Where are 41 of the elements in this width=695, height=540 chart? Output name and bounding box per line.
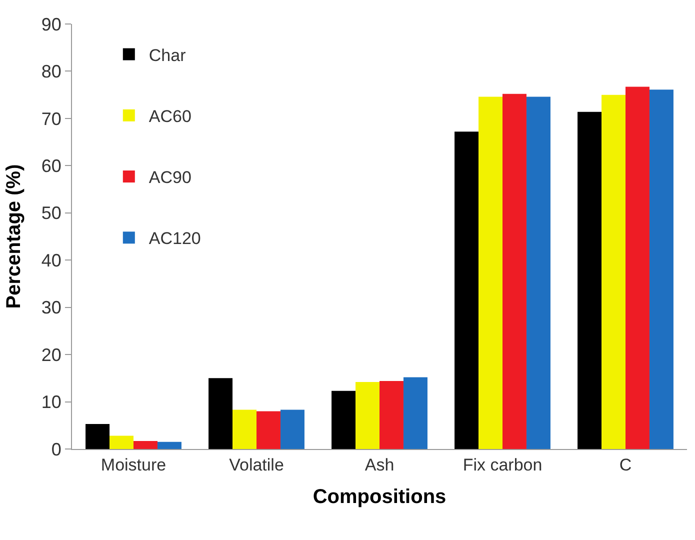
legend-label: AC60 [148, 107, 192, 126]
bar [403, 377, 428, 449]
bar [626, 86, 650, 449]
y-tick-label: 40 [41, 250, 62, 270]
legend-label: AC120 [148, 229, 201, 248]
x-tick-label: Ash [364, 455, 394, 474]
y-tick-label: 80 [41, 62, 62, 82]
y-tick-label: 70 [41, 108, 62, 129]
x-axis-title: Compositions [312, 486, 446, 508]
x-tick-label: Volatile [229, 455, 284, 474]
x-tick-label: C [619, 455, 632, 474]
bar [86, 424, 110, 449]
x-tick-label: Fix carbon [462, 455, 542, 474]
bar [110, 436, 134, 449]
bar [232, 410, 256, 449]
bar [380, 381, 404, 449]
bar [134, 440, 158, 449]
x-tick-label: Moisture [100, 455, 166, 474]
y-tick-label: 90 [41, 14, 62, 34]
bar [256, 411, 280, 449]
bar [526, 96, 550, 449]
bar [502, 94, 526, 449]
legend-label: Char [148, 46, 186, 65]
bar [157, 442, 182, 449]
bar [578, 112, 602, 449]
y-tick-label: 20 [41, 344, 62, 365]
y-tick-label: 60 [41, 156, 62, 176]
y-tick-label: 10 [41, 392, 62, 412]
legend-label: AC90 [148, 168, 192, 188]
bar [478, 96, 502, 449]
bar [208, 378, 233, 449]
y-tick-label: 0 [51, 439, 62, 460]
y-axis-title: Percentage (%) [2, 164, 25, 309]
bar [356, 382, 380, 449]
y-tick-label: 30 [41, 298, 62, 318]
y-tick-label: 50 [41, 203, 62, 224]
bar [602, 94, 626, 449]
bar [649, 90, 674, 449]
bar [332, 390, 356, 449]
bar [280, 410, 304, 449]
bar [454, 132, 479, 449]
